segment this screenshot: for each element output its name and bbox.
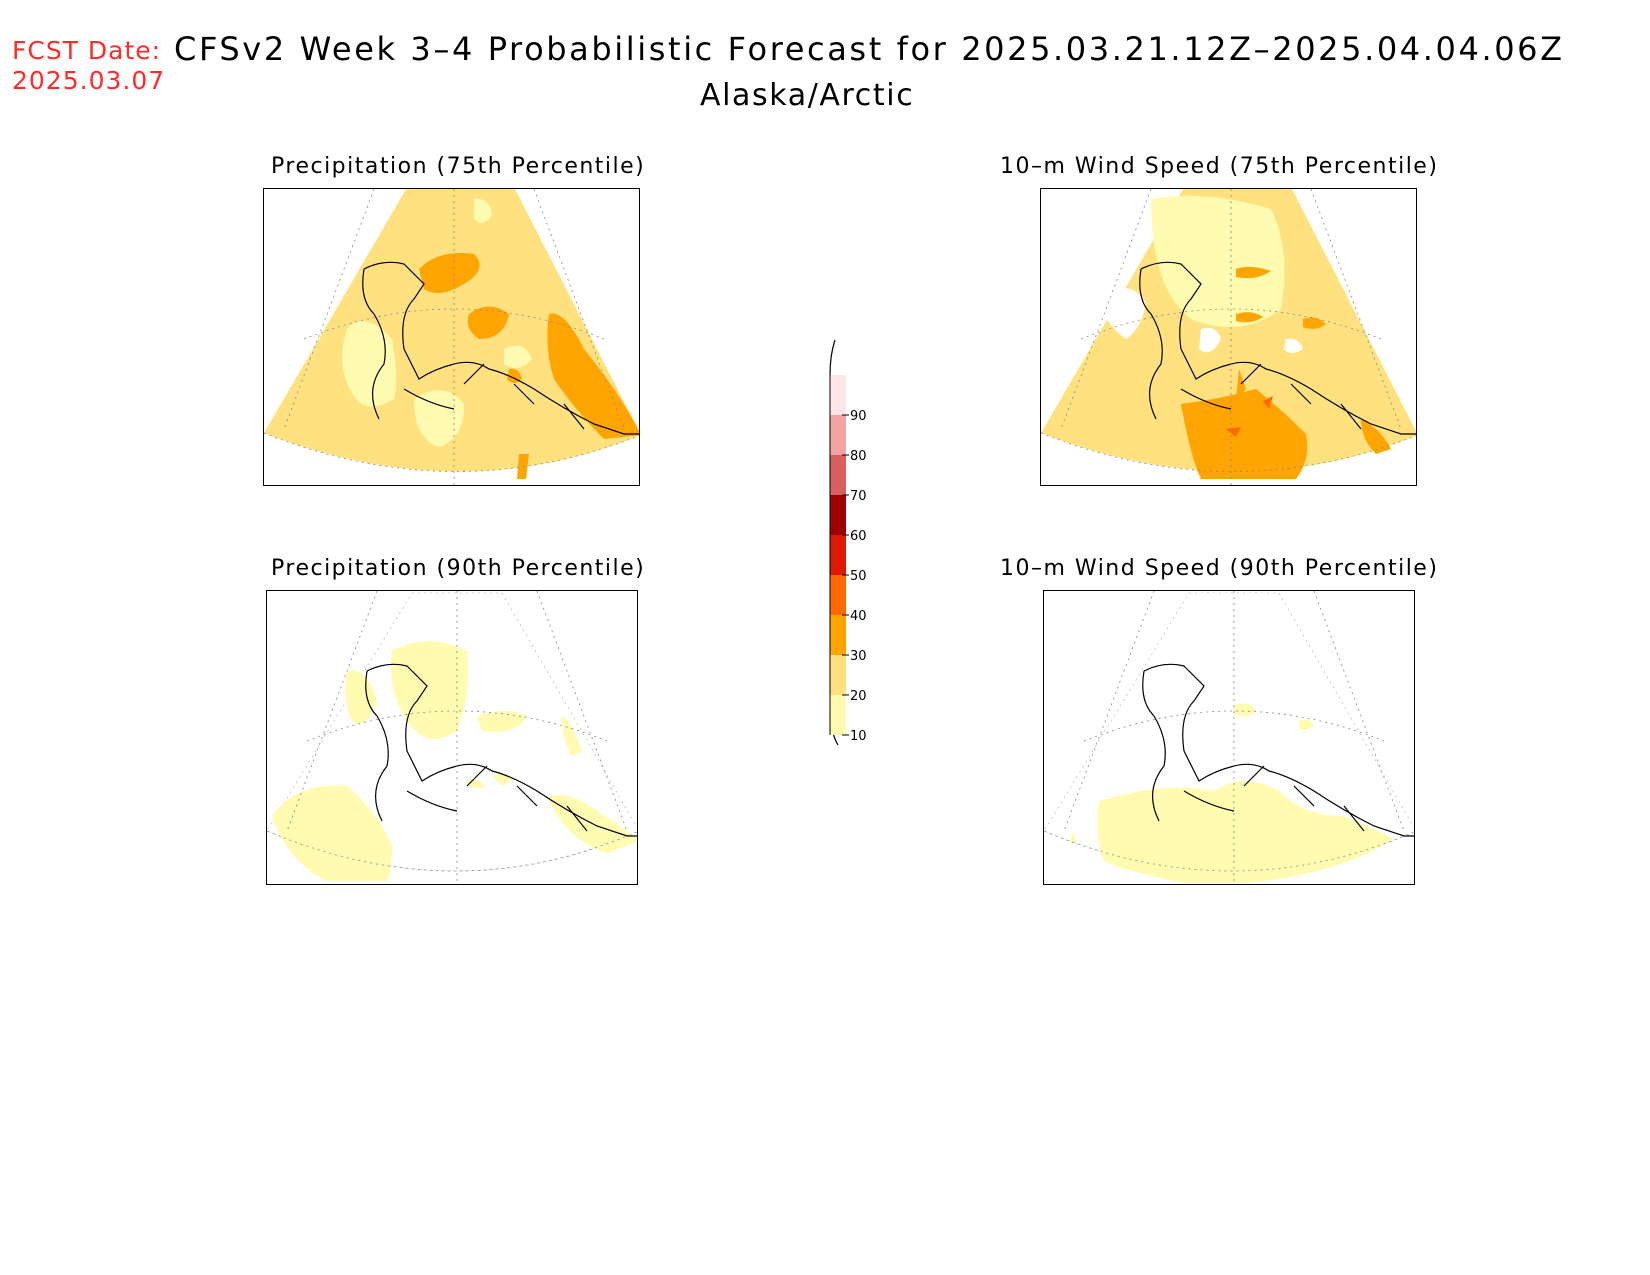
light-region bbox=[504, 345, 532, 368]
light-region bbox=[391, 641, 469, 739]
light-region bbox=[1234, 703, 1256, 717]
light-region bbox=[562, 716, 582, 756]
panel-title-precip-75: Precipitation (75th Percentile) bbox=[271, 154, 646, 179]
colorbar-swatch bbox=[830, 655, 846, 695]
forecast-date-value: 2025.03.07 bbox=[12, 66, 166, 95]
graticule bbox=[1041, 189, 1416, 485]
light-region bbox=[467, 780, 485, 789]
fan-domain bbox=[1041, 189, 1416, 472]
colorbar-swatch bbox=[830, 495, 846, 535]
light-region bbox=[474, 198, 492, 223]
orange-region bbox=[1303, 317, 1326, 329]
panel-title-wind-90: 10–m Wind Speed (90th Percentile) bbox=[1000, 556, 1439, 581]
orange-region bbox=[419, 253, 480, 293]
light-region bbox=[1097, 781, 1394, 883]
colorbar-tick-label: 50 bbox=[850, 569, 867, 584]
red-region bbox=[1226, 427, 1241, 437]
colorbar-swatch bbox=[830, 455, 846, 495]
light-region bbox=[1151, 195, 1285, 327]
light-region bbox=[477, 711, 527, 732]
white-region bbox=[1284, 338, 1303, 353]
white-region bbox=[1199, 327, 1221, 353]
white-region bbox=[1101, 288, 1146, 339]
light-region bbox=[345, 670, 377, 724]
map-wind-75 bbox=[1040, 188, 1417, 486]
light-region bbox=[492, 774, 512, 786]
colorbar-tick-label: 70 bbox=[850, 489, 867, 504]
colorbar-swatch bbox=[830, 375, 846, 415]
graticule bbox=[267, 591, 637, 884]
forecast-date-label: FCST Date: bbox=[12, 36, 162, 65]
light-region bbox=[272, 785, 392, 881]
light-region bbox=[342, 321, 397, 407]
panel-title-wind-75: 10–m Wind Speed (75th Percentile) bbox=[1000, 154, 1439, 179]
light-region bbox=[1070, 831, 1076, 846]
orange-region bbox=[547, 313, 639, 439]
colorbar-swatch bbox=[830, 615, 846, 655]
red-region bbox=[1263, 396, 1273, 409]
panel-title-precip-90: Precipitation (90th Percentile) bbox=[271, 556, 646, 581]
light-region bbox=[414, 390, 464, 447]
fan-domain bbox=[264, 189, 639, 472]
colorbar-tick-label: 20 bbox=[850, 689, 867, 704]
map-precip-75 bbox=[263, 188, 640, 486]
colorbar-tick-label: 30 bbox=[850, 649, 867, 664]
map-precip-90 bbox=[266, 590, 638, 885]
orange-region bbox=[1361, 419, 1391, 454]
colorbar-tick-label: 40 bbox=[850, 609, 867, 624]
orange-region bbox=[1236, 312, 1263, 323]
light-region bbox=[1299, 719, 1314, 731]
colorbar-tick-label: 60 bbox=[850, 529, 867, 544]
colorbar-top-cap bbox=[829, 339, 836, 376]
colorbar-swatch bbox=[830, 535, 846, 575]
region-title: Alaska/Arctic bbox=[700, 78, 915, 113]
colorbar-swatch bbox=[830, 695, 846, 735]
colorbar-swatch bbox=[830, 415, 846, 455]
colorbar-swatch bbox=[830, 575, 846, 615]
colorbar-tick-label: 10 bbox=[850, 729, 867, 744]
orange-region bbox=[507, 368, 522, 383]
colorbar-tick-label: 90 bbox=[850, 409, 867, 424]
colorbar-tick-label: 80 bbox=[850, 449, 867, 464]
orange-region bbox=[1181, 389, 1308, 479]
colorbar: 90 80 70 60 50 40 30 20 10 bbox=[829, 339, 867, 746]
graticule bbox=[264, 189, 639, 485]
orange-region bbox=[467, 306, 509, 339]
graticule bbox=[1044, 591, 1414, 884]
main-title: CFSv2 Week 3–4 Probabilistic Forecast fo… bbox=[174, 30, 1565, 68]
orange-region bbox=[1236, 266, 1271, 279]
map-wind-90 bbox=[1043, 590, 1415, 885]
